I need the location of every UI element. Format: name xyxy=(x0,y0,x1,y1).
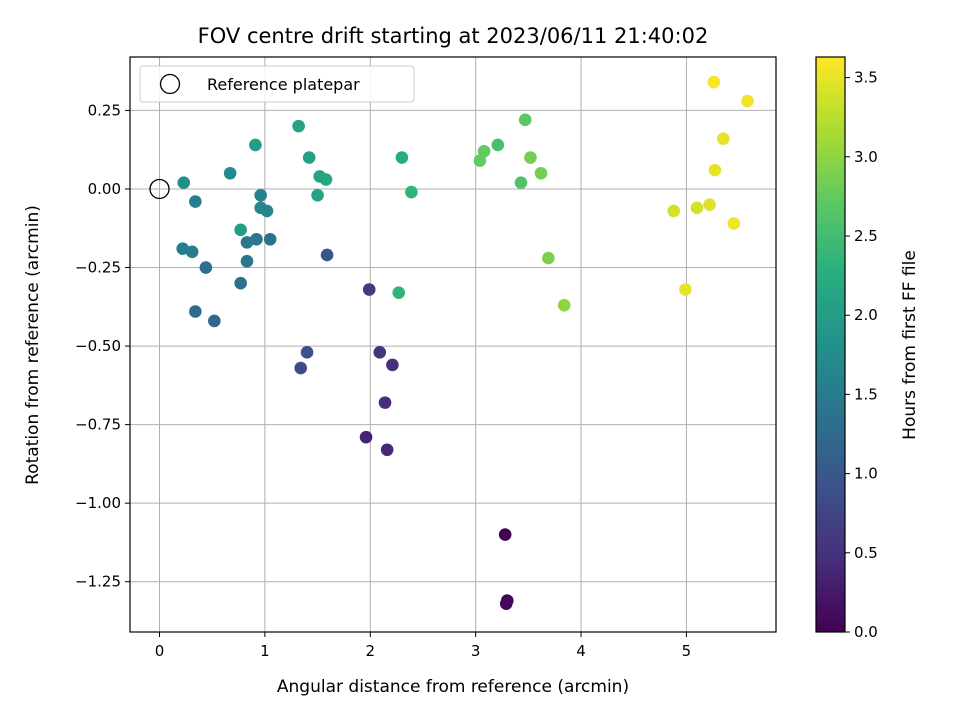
data-point xyxy=(717,132,730,145)
y-axis-label: Rotation from reference (arcmin) xyxy=(23,205,43,485)
x-tick-label: 3 xyxy=(471,642,481,660)
data-point xyxy=(518,113,532,127)
data-point xyxy=(524,151,537,164)
data-point xyxy=(234,223,247,237)
data-point xyxy=(189,195,202,208)
data-point xyxy=(189,305,202,318)
y-tick-label: 0.25 xyxy=(88,101,121,119)
y-tick-label: −1.25 xyxy=(75,573,121,591)
y-tick-label: −0.50 xyxy=(75,337,121,355)
data-point xyxy=(185,245,199,259)
data-point xyxy=(300,346,314,359)
x-tick-label: 0 xyxy=(155,642,165,660)
data-point xyxy=(263,232,277,246)
legend-marker xyxy=(159,73,181,95)
data-point xyxy=(292,119,305,133)
colorbar-tick-label: 0.0 xyxy=(854,623,878,641)
data-point xyxy=(302,151,316,164)
data-point xyxy=(473,154,487,167)
legend: Reference platepar xyxy=(139,65,415,103)
data-point xyxy=(362,283,376,296)
data-point xyxy=(690,201,704,215)
y-tick-label: −0.25 xyxy=(75,259,121,277)
data-point xyxy=(557,298,571,312)
data-point xyxy=(380,443,394,457)
data-point xyxy=(311,188,324,202)
x-tick-label: 1 xyxy=(260,642,270,660)
y-tick-label: −1.00 xyxy=(75,494,121,512)
data-point xyxy=(250,232,263,246)
data-points xyxy=(176,75,754,611)
data-point xyxy=(514,176,528,189)
data-point xyxy=(254,188,267,202)
data-point xyxy=(491,138,505,152)
data-point xyxy=(534,166,548,180)
data-point xyxy=(240,254,254,268)
data-point xyxy=(477,144,491,158)
data-point xyxy=(499,597,513,611)
data-point xyxy=(395,151,409,164)
colorbar xyxy=(815,56,846,633)
x-axis-label: Angular distance from reference (arcmin) xyxy=(277,677,629,697)
y-axis-ticks: 0.25 0.00 −0.25 −0.50 −0.75 −1.00 −1.25 xyxy=(75,101,130,591)
legend-box xyxy=(139,65,415,103)
data-point xyxy=(498,528,512,541)
y-tick-label: 0.00 xyxy=(88,180,121,198)
data-point xyxy=(741,94,754,108)
data-point xyxy=(708,163,722,177)
colorbar-tick-label: 2.0 xyxy=(854,306,878,324)
data-point xyxy=(223,166,237,180)
x-tick-label: 2 xyxy=(366,642,376,660)
data-point xyxy=(727,217,741,230)
x-tick-label: 5 xyxy=(682,642,692,660)
data-point xyxy=(176,242,189,255)
plot-frame xyxy=(129,56,777,633)
data-point xyxy=(373,346,387,359)
data-point xyxy=(542,251,555,265)
colorbar-tick-label: 3.0 xyxy=(854,148,878,166)
x-axis-ticks: 0 1 2 3 4 5 xyxy=(155,632,691,660)
colorbar-ticks: 0.0 0.5 1.0 1.5 2.0 2.5 3.0 3.5 xyxy=(845,69,878,641)
data-point xyxy=(320,248,334,262)
reference-point xyxy=(149,178,170,200)
colorbar-label: Hours from first FF file xyxy=(900,250,920,440)
data-point xyxy=(386,358,399,372)
colorbar-tick-label: 0.5 xyxy=(854,544,878,562)
colorbar-tick-label: 3.5 xyxy=(854,69,878,87)
data-point xyxy=(667,204,681,218)
legend-label: Reference platepar xyxy=(207,75,360,94)
data-point xyxy=(199,261,213,274)
chart-title: FOV centre drift starting at 2023/06/11 … xyxy=(198,24,709,48)
colorbar-tick-label: 1.5 xyxy=(854,385,878,403)
data-point xyxy=(707,75,721,89)
data-point xyxy=(319,173,333,186)
x-tick-label: 4 xyxy=(576,642,586,660)
data-point xyxy=(240,236,254,249)
data-point xyxy=(703,198,716,211)
data-point xyxy=(359,430,373,444)
data-point xyxy=(260,204,274,218)
data-point xyxy=(177,176,191,189)
y-tick-label: −0.75 xyxy=(75,416,121,434)
data-point xyxy=(378,396,392,409)
data-point xyxy=(294,361,308,375)
colorbar-tick-label: 2.5 xyxy=(854,227,878,245)
data-point xyxy=(208,314,221,328)
grid-lines xyxy=(130,57,776,632)
data-point xyxy=(679,283,692,296)
colorbar-tick-label: 1.0 xyxy=(854,465,878,483)
data-point xyxy=(392,286,406,299)
data-point xyxy=(405,185,418,199)
reference-marker xyxy=(149,178,170,200)
data-point xyxy=(249,138,262,152)
data-point xyxy=(234,276,247,290)
